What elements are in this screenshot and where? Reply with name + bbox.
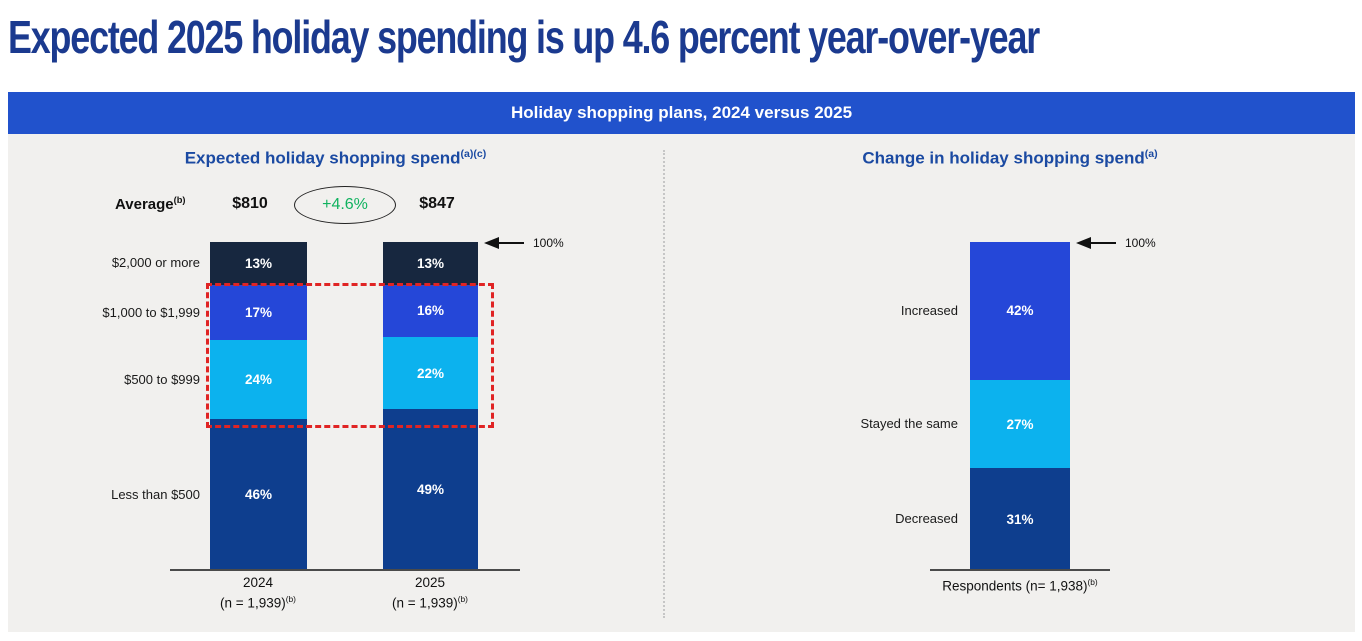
segment-value-label: 31% [1006, 511, 1034, 527]
left-100-marker: 100% [484, 236, 564, 250]
right-chart-title: Change in holiday shopping spend(a) [680, 148, 1340, 169]
segment-value-label: 42% [1006, 303, 1034, 319]
banner: Holiday shopping plans, 2024 versus 2025 [8, 92, 1355, 134]
segment-value-label: 46% [244, 487, 273, 503]
bar-segment: 13% [210, 242, 307, 285]
panel-divider [663, 150, 665, 618]
average-label: Average(b) [115, 195, 186, 213]
category-label: $1,000 to $1,999 [102, 304, 200, 320]
category-label: Decreased [895, 511, 958, 527]
change-oval: +4.6% [294, 186, 396, 224]
bar-segment: 27% [970, 379, 1070, 469]
bar-segment: 22% [383, 337, 478, 410]
bar-segment: 31% [970, 468, 1070, 570]
bar-segment: 16% [383, 284, 478, 338]
left-arrow-icon [484, 237, 499, 249]
highlight-rectangle [206, 283, 494, 428]
segment-value-label: 13% [244, 255, 273, 271]
left-chart-title: Expected holiday shopping spend(a)(c) [8, 148, 663, 169]
segment-value-label: 24% [244, 372, 273, 388]
segment-value-label: 27% [1006, 416, 1034, 432]
right-arrow-icon [1076, 237, 1091, 249]
average-2025-value: $847 [419, 195, 455, 212]
bar-segment: 46% [210, 419, 307, 570]
left-chart-title-text: Expected holiday shopping spend [184, 148, 461, 168]
left-chart-title-footnote: (a)(c) [460, 148, 487, 160]
segment-value-label: 49% [416, 482, 445, 498]
right-100-marker: 100% [1076, 236, 1156, 250]
average-2024-value: $810 [232, 195, 268, 212]
x-label-2024: 2024 (n = 1,939)(b) [220, 575, 296, 611]
right-x-axis [930, 569, 1110, 571]
category-label: Stayed the same [860, 416, 958, 432]
page-title: Expected 2025 holiday spending is up 4.6… [8, 11, 1040, 63]
left-x-axis [170, 569, 520, 571]
category-label: Increased [900, 302, 958, 318]
x-label-2025: 2025 (n = 1,939)(b) [392, 575, 468, 611]
segment-value-label: 17% [244, 305, 273, 320]
banner-title: Holiday shopping plans, 2024 versus 2025 [510, 103, 853, 122]
category-label: $2,000 or more [111, 255, 200, 271]
bar-segment: 24% [210, 340, 307, 420]
right-chart-title-text: Change in holiday shopping spend [862, 148, 1145, 168]
bar-segment: 49% [383, 409, 478, 570]
bar-segment: 13% [383, 242, 478, 285]
category-label: $500 to $999 [124, 371, 200, 387]
category-label: Less than $500 [111, 486, 200, 502]
segment-value-label: 13% [416, 255, 445, 271]
change-value: +4.6% [322, 196, 368, 213]
segment-value-label: 22% [416, 365, 445, 381]
segment-value-label: 16% [416, 303, 445, 319]
bar-segment: 17% [210, 284, 307, 341]
bar-segment: 42% [970, 242, 1070, 380]
right-chart-title-footnote: (a) [1144, 148, 1158, 160]
x-label-respondents: Respondents (n= 1,938)(b) [942, 577, 1098, 594]
